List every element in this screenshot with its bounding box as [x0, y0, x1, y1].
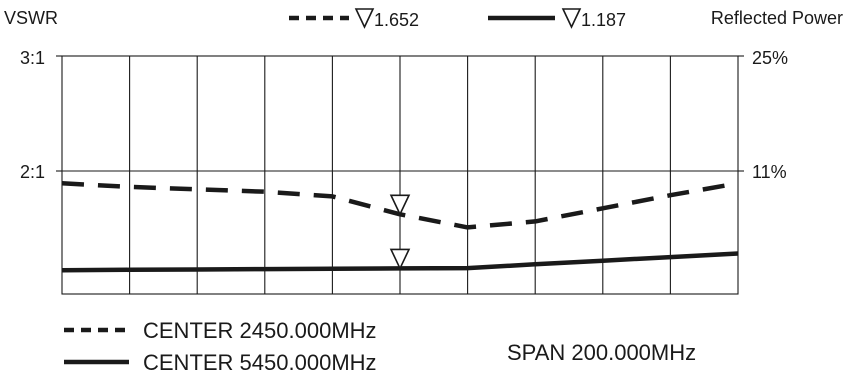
marker-legend-icon [354, 8, 375, 29]
marker-triangle-solid [389, 248, 411, 271]
left-tick-label: 2:1 [20, 162, 45, 182]
span-label: SPAN 200.000MHz [507, 340, 696, 365]
marker-triangle-dashed [389, 194, 411, 217]
right-tick-label: 11% [752, 162, 787, 182]
legend-solid-marker-value: 1.187 [581, 10, 626, 30]
legend-dashed-marker-value: 1.652 [374, 10, 419, 30]
plot-markers [389, 194, 411, 271]
plot-grid [56, 55, 744, 295]
right-tick-label: 25% [752, 48, 788, 68]
bottom-legend-solid-label: CENTER 5450.000MHz [143, 350, 377, 375]
left-tick-label: 3:1 [20, 48, 45, 68]
left-axis-title: VSWR [4, 8, 58, 28]
right-axis-title: Reflected Power [711, 8, 843, 28]
marker-legend-icon [561, 8, 582, 29]
bottom-legend-dashed-label: CENTER 2450.000MHz [143, 318, 377, 343]
